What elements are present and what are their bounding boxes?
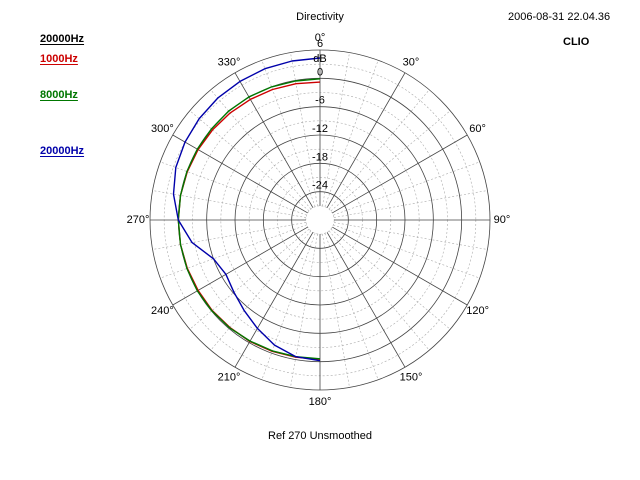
grid-spoke-minor bbox=[328, 89, 430, 210]
grid-spoke-minor bbox=[160, 224, 307, 279]
angle-tick-label: 150° bbox=[400, 372, 423, 384]
grid-spoke-minor bbox=[333, 224, 480, 279]
grid-spoke-minor bbox=[160, 161, 307, 216]
grid-spoke-minor bbox=[328, 230, 430, 351]
radial-tick-label: -18 bbox=[312, 151, 328, 163]
grid-spoke-major bbox=[234, 72, 314, 208]
brand-label: CLIO bbox=[563, 36, 590, 48]
grid-spoke-minor bbox=[261, 60, 316, 207]
angle-tick-label: 30° bbox=[403, 56, 420, 68]
grid-spoke-major bbox=[326, 72, 406, 208]
grid-spoke-minor bbox=[261, 233, 316, 380]
grid-spoke-major bbox=[326, 232, 406, 368]
grid-spoke-minor bbox=[330, 228, 451, 330]
legend-item-1000hz: 1000Hz bbox=[40, 53, 78, 65]
grid-spoke-minor bbox=[189, 110, 310, 212]
radial-tick-label: 6 bbox=[317, 38, 323, 50]
grid-spoke-minor bbox=[322, 52, 350, 207]
polar-grid bbox=[149, 49, 491, 391]
angle-tick-label: 330° bbox=[218, 56, 241, 68]
grid-spoke-minor bbox=[290, 233, 318, 388]
grid-spoke-minor bbox=[290, 52, 318, 207]
radial-unit-label: dB bbox=[313, 53, 326, 65]
grid-spoke-minor bbox=[330, 110, 451, 212]
grid-spoke-minor bbox=[189, 228, 310, 330]
series-line-20000hz-0000aa bbox=[172, 57, 321, 362]
angle-tick-label: 300° bbox=[151, 123, 174, 135]
grid-spoke-minor bbox=[210, 230, 312, 351]
grid-spoke-minor bbox=[210, 89, 312, 210]
grid-spoke-minor bbox=[322, 233, 350, 388]
angle-tick-label: 0° bbox=[315, 32, 326, 44]
grid-spoke-major bbox=[332, 226, 468, 306]
angle-tick-label: 60° bbox=[469, 123, 486, 135]
radial-tick-label: -6 bbox=[315, 95, 325, 107]
legend-item-8000hz: 8000Hz bbox=[40, 89, 78, 101]
angle-tick-label: 270° bbox=[127, 214, 150, 226]
angle-tick-label: 180° bbox=[309, 396, 332, 408]
angle-tick-label: 90° bbox=[494, 214, 511, 226]
grid-spoke-minor bbox=[324, 233, 379, 380]
grid-spoke-major bbox=[234, 232, 314, 368]
grid-spoke-minor bbox=[152, 222, 307, 250]
legend-item-20000hz-black: 20000Hz bbox=[40, 33, 85, 45]
angle-tick-label: 120° bbox=[466, 305, 489, 317]
legend-item-20000hz-blue: 20000Hz bbox=[40, 145, 85, 157]
grid-ring-minor bbox=[305, 205, 335, 235]
radial-tick-label: -12 bbox=[312, 123, 328, 135]
grid-spoke-major bbox=[332, 134, 468, 214]
grid-spoke-major bbox=[172, 134, 308, 214]
radial-tick-label: 0 bbox=[317, 66, 323, 78]
grid-spoke-minor bbox=[324, 60, 379, 207]
radial-tick-label: -24 bbox=[312, 180, 328, 192]
grid-spoke-minor bbox=[152, 190, 307, 218]
footer-note: Ref 270 Unsmoothed bbox=[268, 430, 372, 442]
grid-spoke-minor bbox=[333, 161, 480, 216]
angle-tick-label: 210° bbox=[218, 372, 241, 384]
angle-tick-label: 240° bbox=[151, 305, 174, 317]
grid-spoke-major bbox=[172, 226, 308, 306]
grid-spoke-minor bbox=[333, 190, 488, 218]
series-layer bbox=[172, 57, 321, 362]
axis-labels: 0° 30° 60° 90° 120° 150° 180° 210° 240° 270° 300° 3… bbox=[127, 32, 511, 408]
timestamp: 2006-08-31 22.04.36 bbox=[508, 11, 611, 23]
grid-spoke-minor bbox=[333, 222, 488, 250]
chart-title: Directivity bbox=[296, 11, 344, 23]
